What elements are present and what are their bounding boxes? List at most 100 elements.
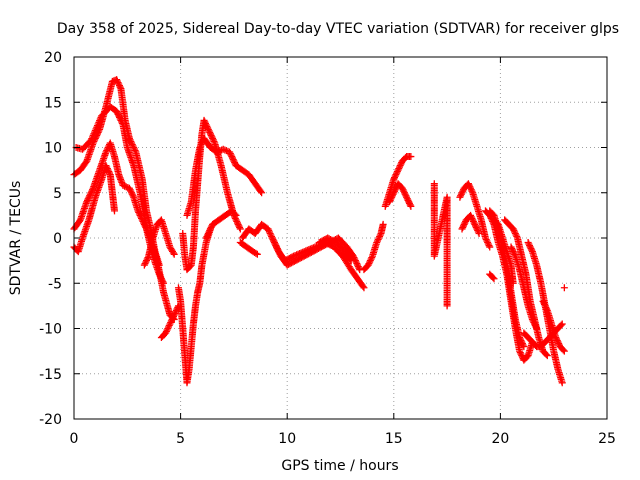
data-point [509, 279, 517, 287]
data-point [533, 325, 541, 332]
data-point [228, 153, 236, 161]
data-point [405, 198, 413, 206]
data-point [391, 187, 399, 195]
data-point [508, 246, 516, 254]
data-point [470, 219, 478, 227]
data-point [113, 77, 121, 85]
data-point [489, 274, 497, 282]
data-point [517, 337, 525, 345]
data-point [467, 186, 475, 194]
data-point [474, 226, 482, 234]
data-point [528, 315, 536, 323]
data-point [142, 225, 150, 233]
data-point [461, 219, 469, 227]
data-point [395, 163, 403, 171]
data-point [229, 156, 237, 164]
data-point [393, 168, 401, 176]
y-tick-label: 0 [53, 231, 62, 247]
data-point [122, 183, 130, 191]
y-tick-label: 5 [53, 186, 62, 202]
data-point [213, 148, 221, 156]
data-point [114, 110, 122, 118]
data-point [140, 220, 148, 228]
data-point [164, 325, 172, 332]
y-tick-labels: -20 -15 -10 -5 0 5 10 15 20 [39, 50, 62, 428]
data-point [169, 314, 177, 322]
data-point [116, 83, 124, 91]
data-point [355, 264, 363, 272]
data-point [93, 130, 101, 138]
data-point [88, 186, 96, 194]
data-point [398, 184, 406, 192]
data-point [486, 243, 494, 251]
data-point [231, 159, 239, 167]
data-point [203, 122, 211, 130]
data-point [394, 166, 402, 174]
series-arc5 [140, 216, 178, 269]
x-tick-labels: 0 5 10 15 20 25 [70, 431, 616, 447]
data-point [458, 225, 466, 233]
data-point [472, 223, 480, 231]
y-tick-label: 15 [44, 95, 62, 111]
data-point [392, 171, 400, 179]
data-point [84, 196, 92, 204]
data-point [359, 282, 367, 290]
data-point [368, 254, 376, 262]
y-tick-label: -20 [39, 412, 62, 428]
data-point [221, 146, 229, 154]
data-point [141, 260, 149, 268]
series-arc9 [183, 134, 266, 219]
series-arc19 [456, 180, 494, 251]
data-point [144, 254, 152, 262]
data-point [140, 261, 148, 269]
series-arc4 [70, 162, 119, 256]
data-point [509, 248, 517, 256]
data-point [266, 229, 274, 237]
data-point [130, 145, 138, 153]
data-point [142, 257, 150, 265]
data-point [390, 175, 398, 183]
data-point [206, 226, 214, 234]
data-point [234, 220, 242, 228]
data-point [264, 225, 272, 233]
data-point [115, 82, 123, 90]
data-point [167, 318, 175, 326]
data-point [170, 250, 178, 258]
data-point [360, 284, 368, 292]
data-point [519, 341, 527, 349]
data-point [460, 220, 468, 228]
data-point [104, 166, 112, 174]
data-point [168, 315, 176, 323]
data-point [92, 133, 100, 141]
data-point [232, 211, 240, 219]
data-point [197, 140, 205, 148]
data-point [403, 195, 411, 203]
data-point [86, 192, 94, 200]
data-point [214, 147, 222, 155]
data-point [353, 260, 361, 268]
data-point [518, 352, 526, 360]
data-point [141, 222, 149, 230]
data-point [268, 234, 276, 242]
data-point [403, 193, 411, 201]
data-point [202, 234, 210, 242]
series-arc26 [507, 243, 541, 332]
data-point [204, 231, 212, 239]
data-point [399, 186, 407, 194]
data-point [125, 134, 133, 142]
data-point [346, 255, 354, 263]
data-point [126, 136, 134, 144]
data-point [390, 189, 398, 197]
data-point [127, 137, 135, 145]
data-point [231, 210, 239, 218]
data-point [91, 134, 99, 142]
series-arc23 [490, 216, 517, 287]
data-point [196, 142, 204, 150]
data-point [209, 134, 217, 142]
data-point [163, 326, 171, 334]
data-point [391, 186, 399, 194]
data-point [529, 317, 537, 325]
data-point [354, 261, 362, 269]
data-point [459, 222, 467, 230]
series-arc10 [202, 207, 240, 242]
